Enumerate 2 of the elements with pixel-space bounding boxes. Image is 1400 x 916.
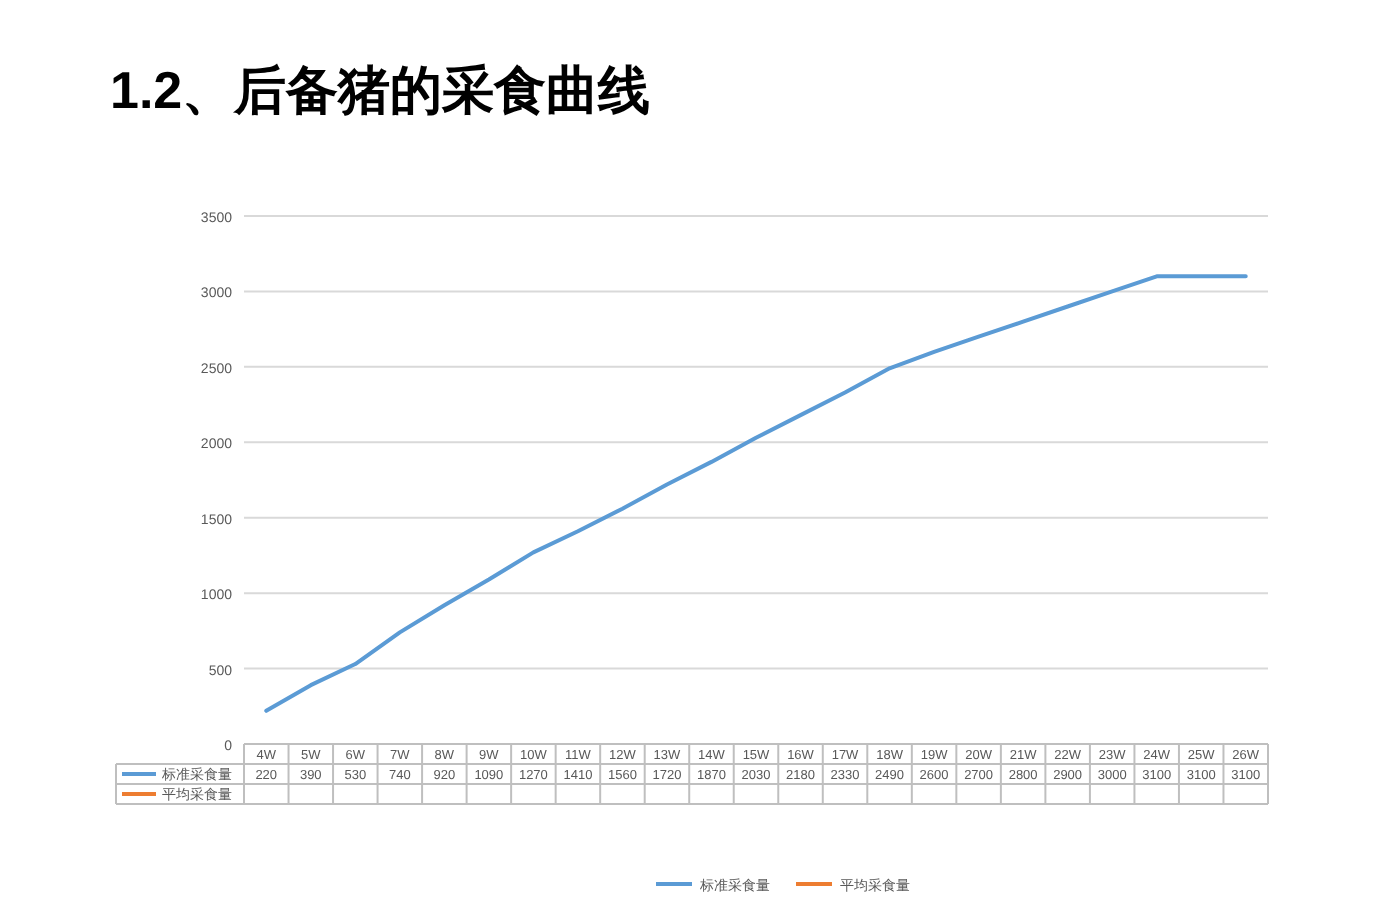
line-series [264, 274, 1248, 713]
chart-title: 1.2、后备猪的采食曲线 [110, 60, 651, 120]
